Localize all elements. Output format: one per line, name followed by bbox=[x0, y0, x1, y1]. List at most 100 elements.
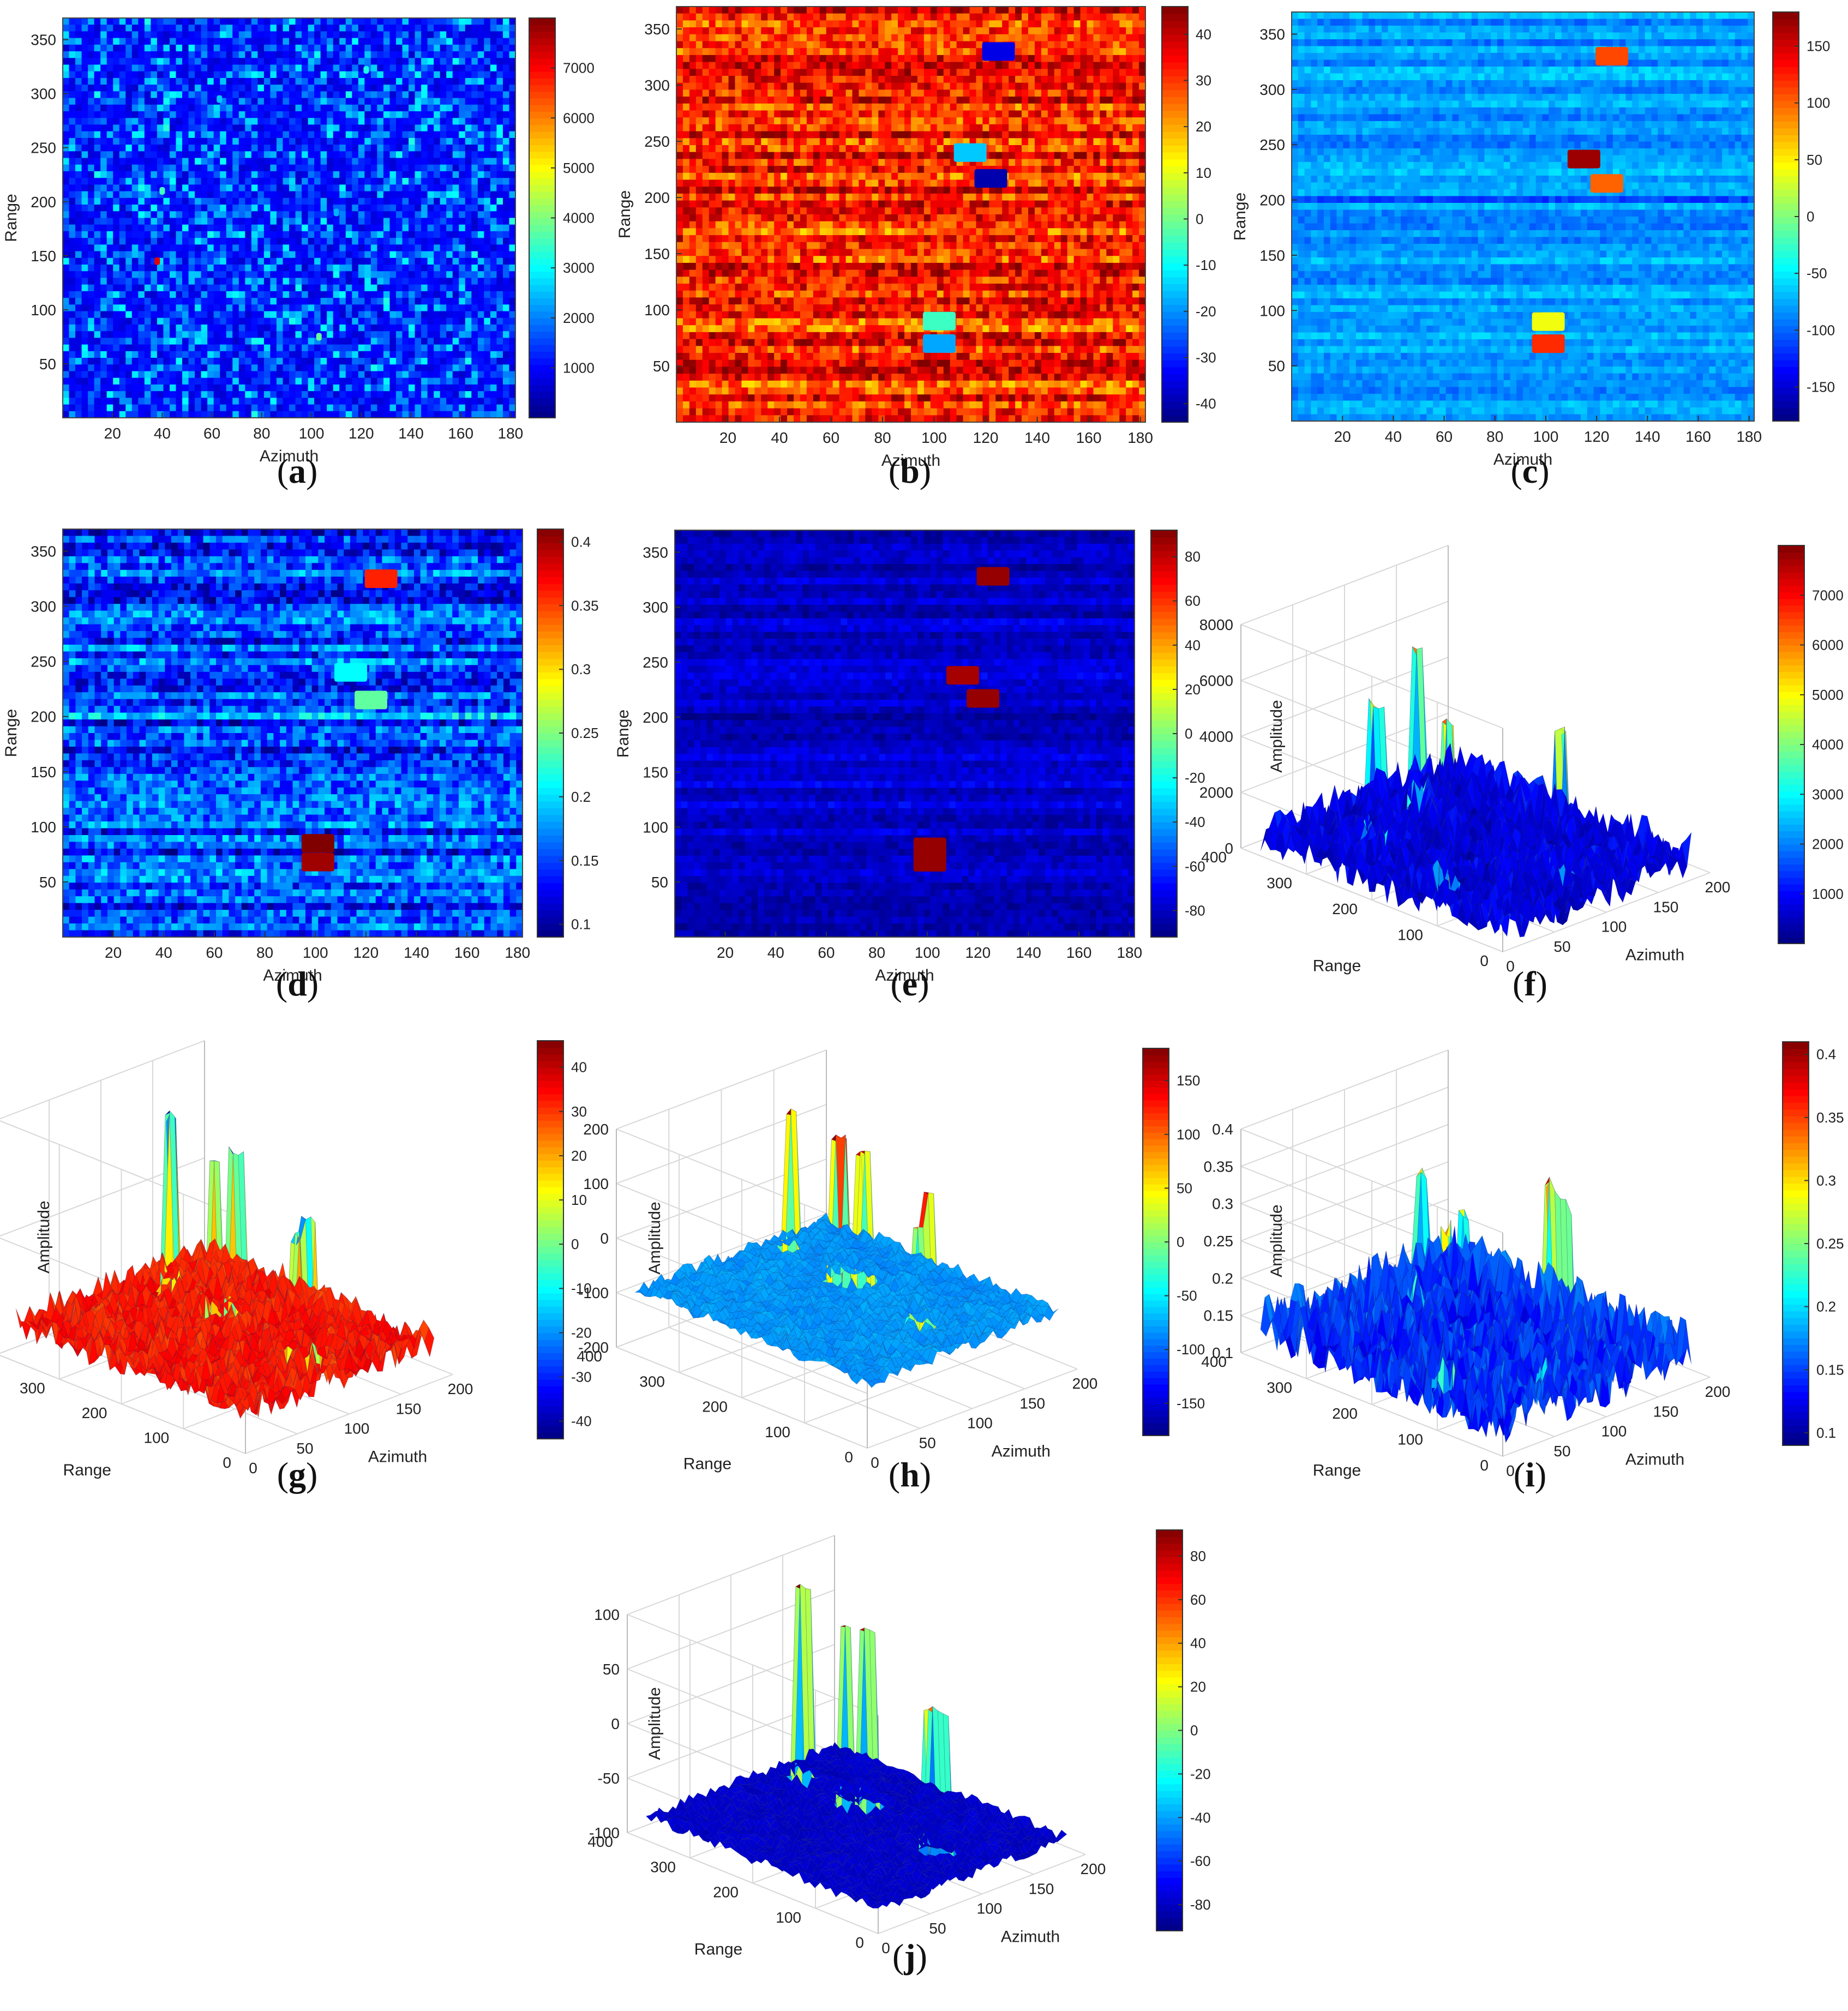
heatmap-cell bbox=[471, 104, 478, 112]
heatmap-cell bbox=[106, 64, 114, 72]
heatmap-cell bbox=[748, 48, 755, 56]
heatmap-cell bbox=[358, 218, 365, 225]
heatmap-cell bbox=[308, 291, 315, 298]
heatmap-cell bbox=[63, 178, 70, 185]
heatmap-cell bbox=[276, 391, 284, 399]
heatmap-cell bbox=[257, 298, 265, 305]
heatmap-cell bbox=[63, 25, 70, 32]
heatmap-cell bbox=[169, 278, 177, 285]
heatmap-cell bbox=[395, 191, 403, 199]
heatmap-cell bbox=[452, 298, 460, 305]
heatmap-cell bbox=[119, 384, 127, 392]
heatmap-cell bbox=[327, 191, 334, 199]
heatmap-cell bbox=[1028, 13, 1035, 21]
heatmap-cell bbox=[496, 271, 503, 279]
heatmap-cell bbox=[409, 164, 416, 172]
heatmap-cell bbox=[490, 158, 497, 165]
heatmap-cell bbox=[63, 411, 70, 418]
heatmap-cell bbox=[106, 51, 114, 59]
heatmap-cell bbox=[1054, 41, 1061, 49]
heatmap-cell bbox=[188, 284, 195, 292]
heatmap-cell bbox=[402, 317, 409, 325]
heatmap-cell bbox=[845, 41, 853, 49]
heatmap-cell bbox=[131, 77, 139, 85]
heatmap-cell bbox=[471, 317, 478, 325]
heatmap-cell bbox=[245, 398, 252, 405]
heatmap-cell bbox=[1126, 7, 1133, 14]
heatmap-cell bbox=[182, 304, 189, 312]
heatmap-cell bbox=[283, 171, 290, 178]
heatmap-cell bbox=[119, 257, 127, 265]
heatmap-cell bbox=[201, 324, 208, 332]
heatmap-cell bbox=[125, 411, 133, 418]
heatmap-cell bbox=[63, 291, 70, 298]
heatmap-cell bbox=[226, 278, 233, 285]
heatmap-cell bbox=[383, 64, 391, 72]
heatmap-cell bbox=[289, 137, 296, 145]
heatmap-cell bbox=[377, 231, 384, 238]
heatmap-cell bbox=[345, 71, 353, 79]
heatmap-cell bbox=[314, 145, 321, 152]
heatmap-cell bbox=[270, 344, 277, 352]
heatmap-cell bbox=[163, 111, 170, 119]
heatmap-cell bbox=[339, 85, 346, 92]
heatmap-cell bbox=[144, 98, 152, 105]
heatmap-cell bbox=[257, 384, 265, 392]
heatmap-cell bbox=[314, 31, 321, 39]
heatmap-cell bbox=[735, 7, 742, 14]
heatmap-cell bbox=[251, 331, 259, 339]
heatmap-cell bbox=[440, 384, 447, 392]
heatmap-cell bbox=[452, 338, 460, 345]
heatmap-cell bbox=[352, 331, 359, 339]
heatmap-cell bbox=[151, 18, 158, 26]
heatmap-cell bbox=[176, 104, 183, 112]
heatmap-cell bbox=[377, 111, 384, 119]
heatmap-cell bbox=[891, 20, 898, 28]
heatmap-cell bbox=[314, 178, 321, 185]
heatmap-cell bbox=[276, 324, 284, 332]
heatmap-cell bbox=[427, 131, 434, 139]
heatmap-cell bbox=[238, 324, 246, 332]
heatmap-cell bbox=[251, 85, 259, 92]
colorbar-segment bbox=[529, 64, 555, 72]
heatmap-cell bbox=[195, 31, 202, 39]
heatmap-cell bbox=[88, 171, 95, 178]
heatmap-cell bbox=[995, 20, 1003, 28]
heatmap-cell bbox=[195, 251, 202, 259]
heatmap-cell bbox=[415, 38, 422, 45]
heatmap-cell bbox=[113, 404, 120, 412]
heatmap-cell bbox=[715, 20, 723, 28]
heatmap-cell bbox=[845, 34, 853, 42]
heatmap-cell bbox=[370, 338, 378, 345]
heatmap-cell bbox=[389, 224, 397, 232]
heatmap-cell bbox=[245, 265, 252, 272]
heatmap-cell bbox=[930, 7, 938, 14]
heatmap-cell bbox=[377, 358, 384, 365]
heatmap-cell bbox=[509, 371, 516, 379]
heatmap-cell bbox=[839, 7, 847, 14]
heatmap-cell bbox=[333, 145, 340, 152]
heatmap-cell bbox=[131, 211, 139, 219]
heatmap-cell bbox=[339, 158, 346, 165]
heatmap-cell bbox=[963, 34, 970, 42]
heatmap-cell bbox=[358, 304, 365, 312]
heatmap-cell bbox=[395, 205, 403, 212]
heatmap-cell bbox=[81, 391, 88, 399]
heatmap-cell bbox=[440, 304, 447, 312]
heatmap-cell bbox=[459, 91, 466, 99]
heatmap-cell bbox=[502, 31, 510, 39]
heatmap-cell bbox=[125, 131, 133, 139]
heatmap-cell bbox=[421, 25, 428, 32]
heatmap-cell bbox=[358, 137, 365, 145]
heatmap-cell bbox=[138, 164, 145, 172]
heatmap-cell bbox=[251, 265, 259, 272]
heatmap-cell bbox=[339, 58, 346, 65]
heatmap-cell bbox=[452, 331, 460, 339]
heatmap-cell bbox=[69, 38, 76, 45]
heatmap-cell bbox=[131, 338, 139, 345]
heatmap-cell bbox=[251, 244, 259, 252]
heatmap-cell bbox=[819, 41, 827, 49]
heatmap-cell bbox=[113, 278, 120, 285]
heatmap-cell bbox=[421, 218, 428, 225]
heatmap-cell bbox=[94, 164, 101, 172]
